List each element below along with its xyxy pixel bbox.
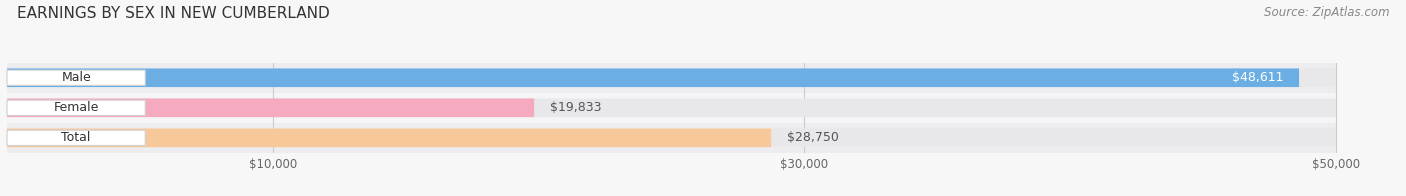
Text: Source: ZipAtlas.com: Source: ZipAtlas.com	[1264, 6, 1389, 19]
FancyBboxPatch shape	[7, 68, 1299, 87]
FancyBboxPatch shape	[7, 93, 1336, 123]
FancyBboxPatch shape	[7, 129, 770, 147]
Text: $19,833: $19,833	[550, 101, 602, 114]
FancyBboxPatch shape	[7, 98, 1336, 117]
FancyBboxPatch shape	[7, 129, 1336, 147]
Text: Total: Total	[62, 131, 91, 144]
Text: $48,611: $48,611	[1232, 71, 1284, 84]
Text: $28,750: $28,750	[787, 131, 839, 144]
FancyBboxPatch shape	[7, 100, 145, 115]
FancyBboxPatch shape	[7, 130, 145, 145]
FancyBboxPatch shape	[7, 68, 1336, 87]
Text: Female: Female	[53, 101, 98, 114]
FancyBboxPatch shape	[7, 70, 145, 85]
FancyBboxPatch shape	[7, 123, 1336, 153]
Text: Male: Male	[62, 71, 91, 84]
FancyBboxPatch shape	[7, 63, 1336, 93]
FancyBboxPatch shape	[7, 98, 534, 117]
Text: EARNINGS BY SEX IN NEW CUMBERLAND: EARNINGS BY SEX IN NEW CUMBERLAND	[17, 6, 329, 21]
